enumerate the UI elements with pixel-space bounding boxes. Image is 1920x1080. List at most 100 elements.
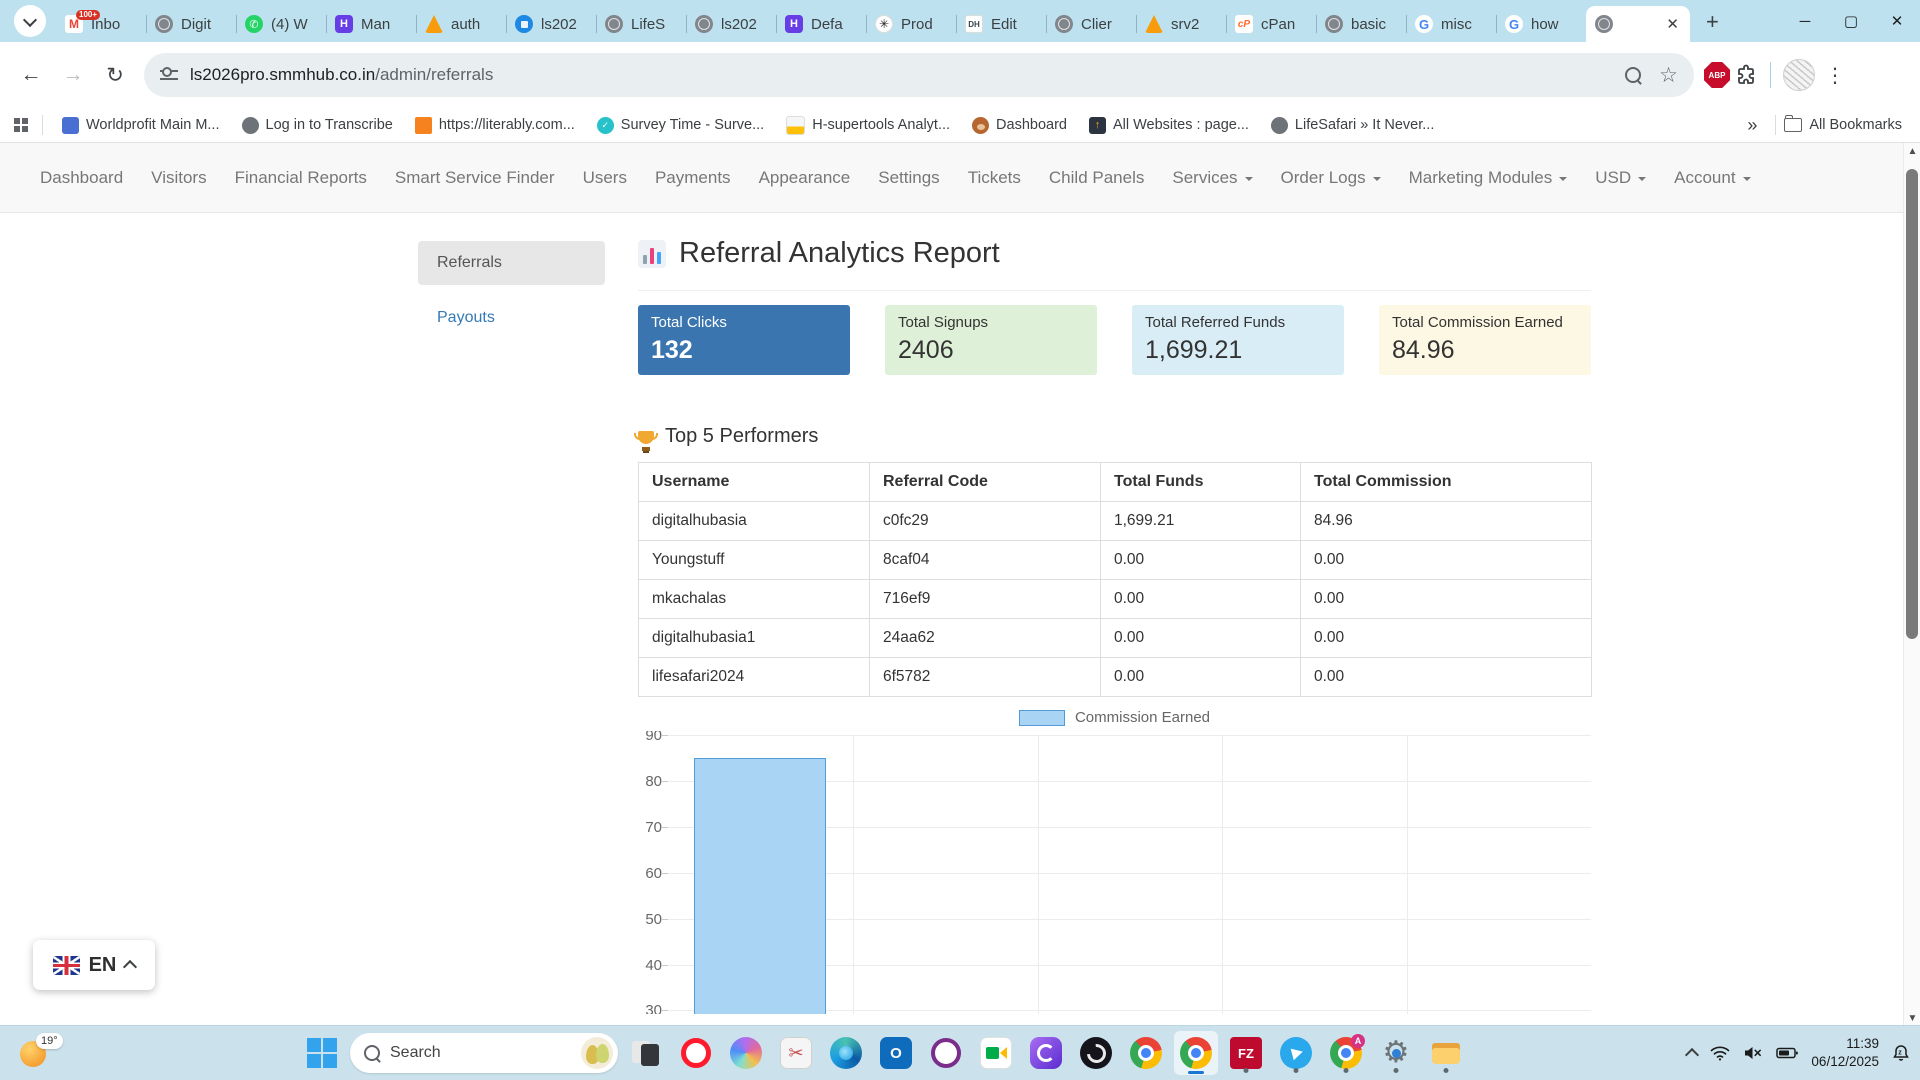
bookmark-item[interactable]: https://literably.com... bbox=[404, 116, 586, 134]
nav-item-dashboard[interactable]: Dashboard bbox=[40, 167, 124, 187]
copilot-taskbar-button[interactable] bbox=[724, 1031, 768, 1075]
outlook-taskbar-button[interactable] bbox=[874, 1031, 918, 1075]
weather-widget[interactable]: 19° bbox=[14, 1033, 70, 1073]
profile-avatar[interactable] bbox=[1783, 59, 1815, 91]
bookmark-item[interactable]: H-supertools Analyt... bbox=[775, 115, 961, 135]
telegram-taskbar-button[interactable] bbox=[1274, 1031, 1318, 1075]
language-selector[interactable]: EN bbox=[33, 940, 155, 990]
nav-item-users[interactable]: Users bbox=[582, 167, 627, 187]
google-meet-taskbar-button[interactable] bbox=[974, 1031, 1018, 1075]
nav-item-smart-service-finder[interactable]: Smart Service Finder bbox=[394, 167, 555, 187]
nav-item-services[interactable]: Services bbox=[1158, 168, 1266, 188]
bookmark-item[interactable]: All Websites : page... bbox=[1078, 116, 1260, 134]
battery-icon[interactable] bbox=[1776, 1046, 1799, 1060]
browser-tab[interactable]: LifeS bbox=[596, 6, 686, 42]
chart-legend[interactable]: Commission Earned bbox=[638, 709, 1591, 726]
zoom-icon[interactable] bbox=[1625, 67, 1642, 83]
bookmark-item[interactable]: Worldprofit Main M... bbox=[51, 116, 231, 134]
chrome-profile-taskbar-button[interactable]: A bbox=[1324, 1031, 1368, 1075]
nav-item-settings[interactable]: Settings bbox=[878, 167, 940, 187]
snipping-tool-taskbar-button[interactable] bbox=[774, 1031, 818, 1075]
reload-button[interactable]: ↻ bbox=[96, 56, 134, 94]
address-bar[interactable]: ls2026pro.smmhub.co.in/admin/referrals ☆ bbox=[144, 53, 1694, 97]
nav-item-tickets[interactable]: Tickets bbox=[967, 167, 1021, 187]
scroll-down-arrow[interactable]: ▼ bbox=[1907, 1013, 1918, 1024]
site-settings-icon[interactable] bbox=[160, 68, 178, 82]
taskbar-clock[interactable]: 11:39 06/12/2025 bbox=[1811, 1035, 1879, 1070]
maximize-button[interactable]: ▢ bbox=[1843, 13, 1859, 30]
browser-tab[interactable]: how bbox=[1496, 6, 1586, 42]
browser-tab[interactable]: Man bbox=[326, 6, 416, 42]
browser-menu-icon[interactable]: ⋮ bbox=[1825, 64, 1845, 87]
close-tab-icon[interactable]: ✕ bbox=[1666, 16, 1679, 33]
nav-item-child-panels[interactable]: Child Panels bbox=[1048, 167, 1145, 187]
volume-muted-icon[interactable] bbox=[1743, 1045, 1763, 1061]
clipchamp-taskbar-button[interactable] bbox=[1024, 1031, 1068, 1075]
browser-tab[interactable]: auth bbox=[416, 6, 506, 42]
new-tab-button[interactable]: + bbox=[1700, 10, 1725, 34]
tray-overflow-chevron[interactable] bbox=[1685, 1046, 1700, 1063]
wifi-icon[interactable] bbox=[1710, 1045, 1730, 1061]
browser-tab[interactable]: Defa bbox=[776, 6, 866, 42]
browser-tab-active[interactable]: ✕ bbox=[1586, 6, 1690, 42]
close-window-button[interactable]: ✕ bbox=[1890, 13, 1904, 30]
back-button[interactable]: ← bbox=[12, 56, 50, 94]
adblock-extension-icon[interactable]: ABP bbox=[1704, 62, 1730, 88]
tab-search-button[interactable] bbox=[14, 5, 46, 37]
commission-bar[interactable] bbox=[694, 758, 827, 1014]
filezilla-taskbar-button[interactable] bbox=[1224, 1031, 1268, 1075]
browser-tab[interactable]: 100+Inbo bbox=[56, 6, 146, 42]
column-header: Total Commission bbox=[1300, 462, 1592, 502]
browser-tab[interactable]: Edit bbox=[956, 6, 1046, 42]
minimize-button[interactable]: ─ bbox=[1799, 12, 1811, 30]
sidebar-item-referrals[interactable]: Referrals bbox=[418, 241, 605, 285]
browser-tab[interactable]: ls202 bbox=[506, 6, 596, 42]
browser-tab[interactable]: basic bbox=[1316, 6, 1406, 42]
page-scrollbar[interactable]: ▲ ▼ bbox=[1903, 143, 1920, 1027]
all-bookmarks-button[interactable]: All Bookmarks bbox=[1784, 115, 1906, 133]
taskbar-search[interactable]: Search bbox=[350, 1033, 618, 1073]
browser-tab[interactable]: (4) W bbox=[236, 6, 326, 42]
nav-item-payments[interactable]: Payments bbox=[654, 167, 731, 187]
file-explorer-taskbar-button[interactable] bbox=[1424, 1031, 1468, 1075]
obs-studio-taskbar-button[interactable] bbox=[1074, 1031, 1118, 1075]
bookmark-star-icon[interactable]: ☆ bbox=[1659, 63, 1678, 87]
search-highlight-image[interactable] bbox=[581, 1037, 613, 1069]
nav-item-account[interactable]: Account bbox=[1660, 168, 1764, 188]
bookmark-item[interactable]: Log in to Transcribe bbox=[231, 116, 404, 134]
forward-button[interactable]: → bbox=[54, 56, 92, 94]
browser-tab[interactable]: ls202 bbox=[686, 6, 776, 42]
o-ring-app-taskbar-button[interactable] bbox=[924, 1031, 968, 1075]
chrome-taskbar-button[interactable] bbox=[1124, 1031, 1168, 1075]
sidebar-item-payouts[interactable]: Payouts bbox=[437, 309, 495, 326]
bookmarks-overflow-chevron[interactable]: » bbox=[1747, 114, 1758, 135]
nav-item-order-logs[interactable]: Order Logs bbox=[1267, 168, 1395, 188]
bookmark-item[interactable]: Dashboard bbox=[961, 116, 1078, 134]
browser-tab[interactable]: cPan bbox=[1226, 6, 1316, 42]
squares-taskbar-button[interactable] bbox=[624, 1031, 668, 1075]
notification-bell-icon[interactable]: z bbox=[1892, 1044, 1910, 1062]
browser-tab[interactable]: srv2 bbox=[1136, 6, 1226, 42]
bookmark-item[interactable]: LifeSafari » It Never... bbox=[1260, 116, 1445, 134]
browser-tab[interactable]: misc bbox=[1406, 6, 1496, 42]
start-button[interactable] bbox=[300, 1031, 344, 1075]
scrollbar-thumb[interactable] bbox=[1906, 169, 1918, 639]
nav-item-financial-reports[interactable]: Financial Reports bbox=[234, 167, 367, 187]
nav-item-visitors[interactable]: Visitors bbox=[151, 167, 207, 187]
browser-tab[interactable]: Digit bbox=[146, 6, 236, 42]
taskbar-apps: A bbox=[624, 1031, 1468, 1075]
settings-gear-taskbar-button[interactable] bbox=[1374, 1031, 1418, 1075]
bookmark-item[interactable]: Survey Time - Surve... bbox=[586, 116, 775, 134]
apps-grid-icon[interactable] bbox=[14, 118, 28, 132]
scroll-up-arrow[interactable]: ▲ bbox=[1907, 146, 1918, 157]
nav-item-marketing-modules[interactable]: Marketing Modules bbox=[1395, 168, 1582, 188]
nav-item-usd[interactable]: USD bbox=[1581, 168, 1660, 188]
opera-taskbar-button[interactable] bbox=[674, 1031, 718, 1075]
legend-label: Commission Earned bbox=[1074, 709, 1211, 726]
nav-item-appearance[interactable]: Appearance bbox=[758, 167, 851, 187]
extensions-puzzle-icon[interactable] bbox=[1734, 63, 1758, 87]
browser-tab[interactable]: Clier bbox=[1046, 6, 1136, 42]
chrome-taskbar-button[interactable] bbox=[1174, 1031, 1218, 1075]
edge-taskbar-button[interactable] bbox=[824, 1031, 868, 1075]
browser-tab[interactable]: Prod bbox=[866, 6, 956, 42]
